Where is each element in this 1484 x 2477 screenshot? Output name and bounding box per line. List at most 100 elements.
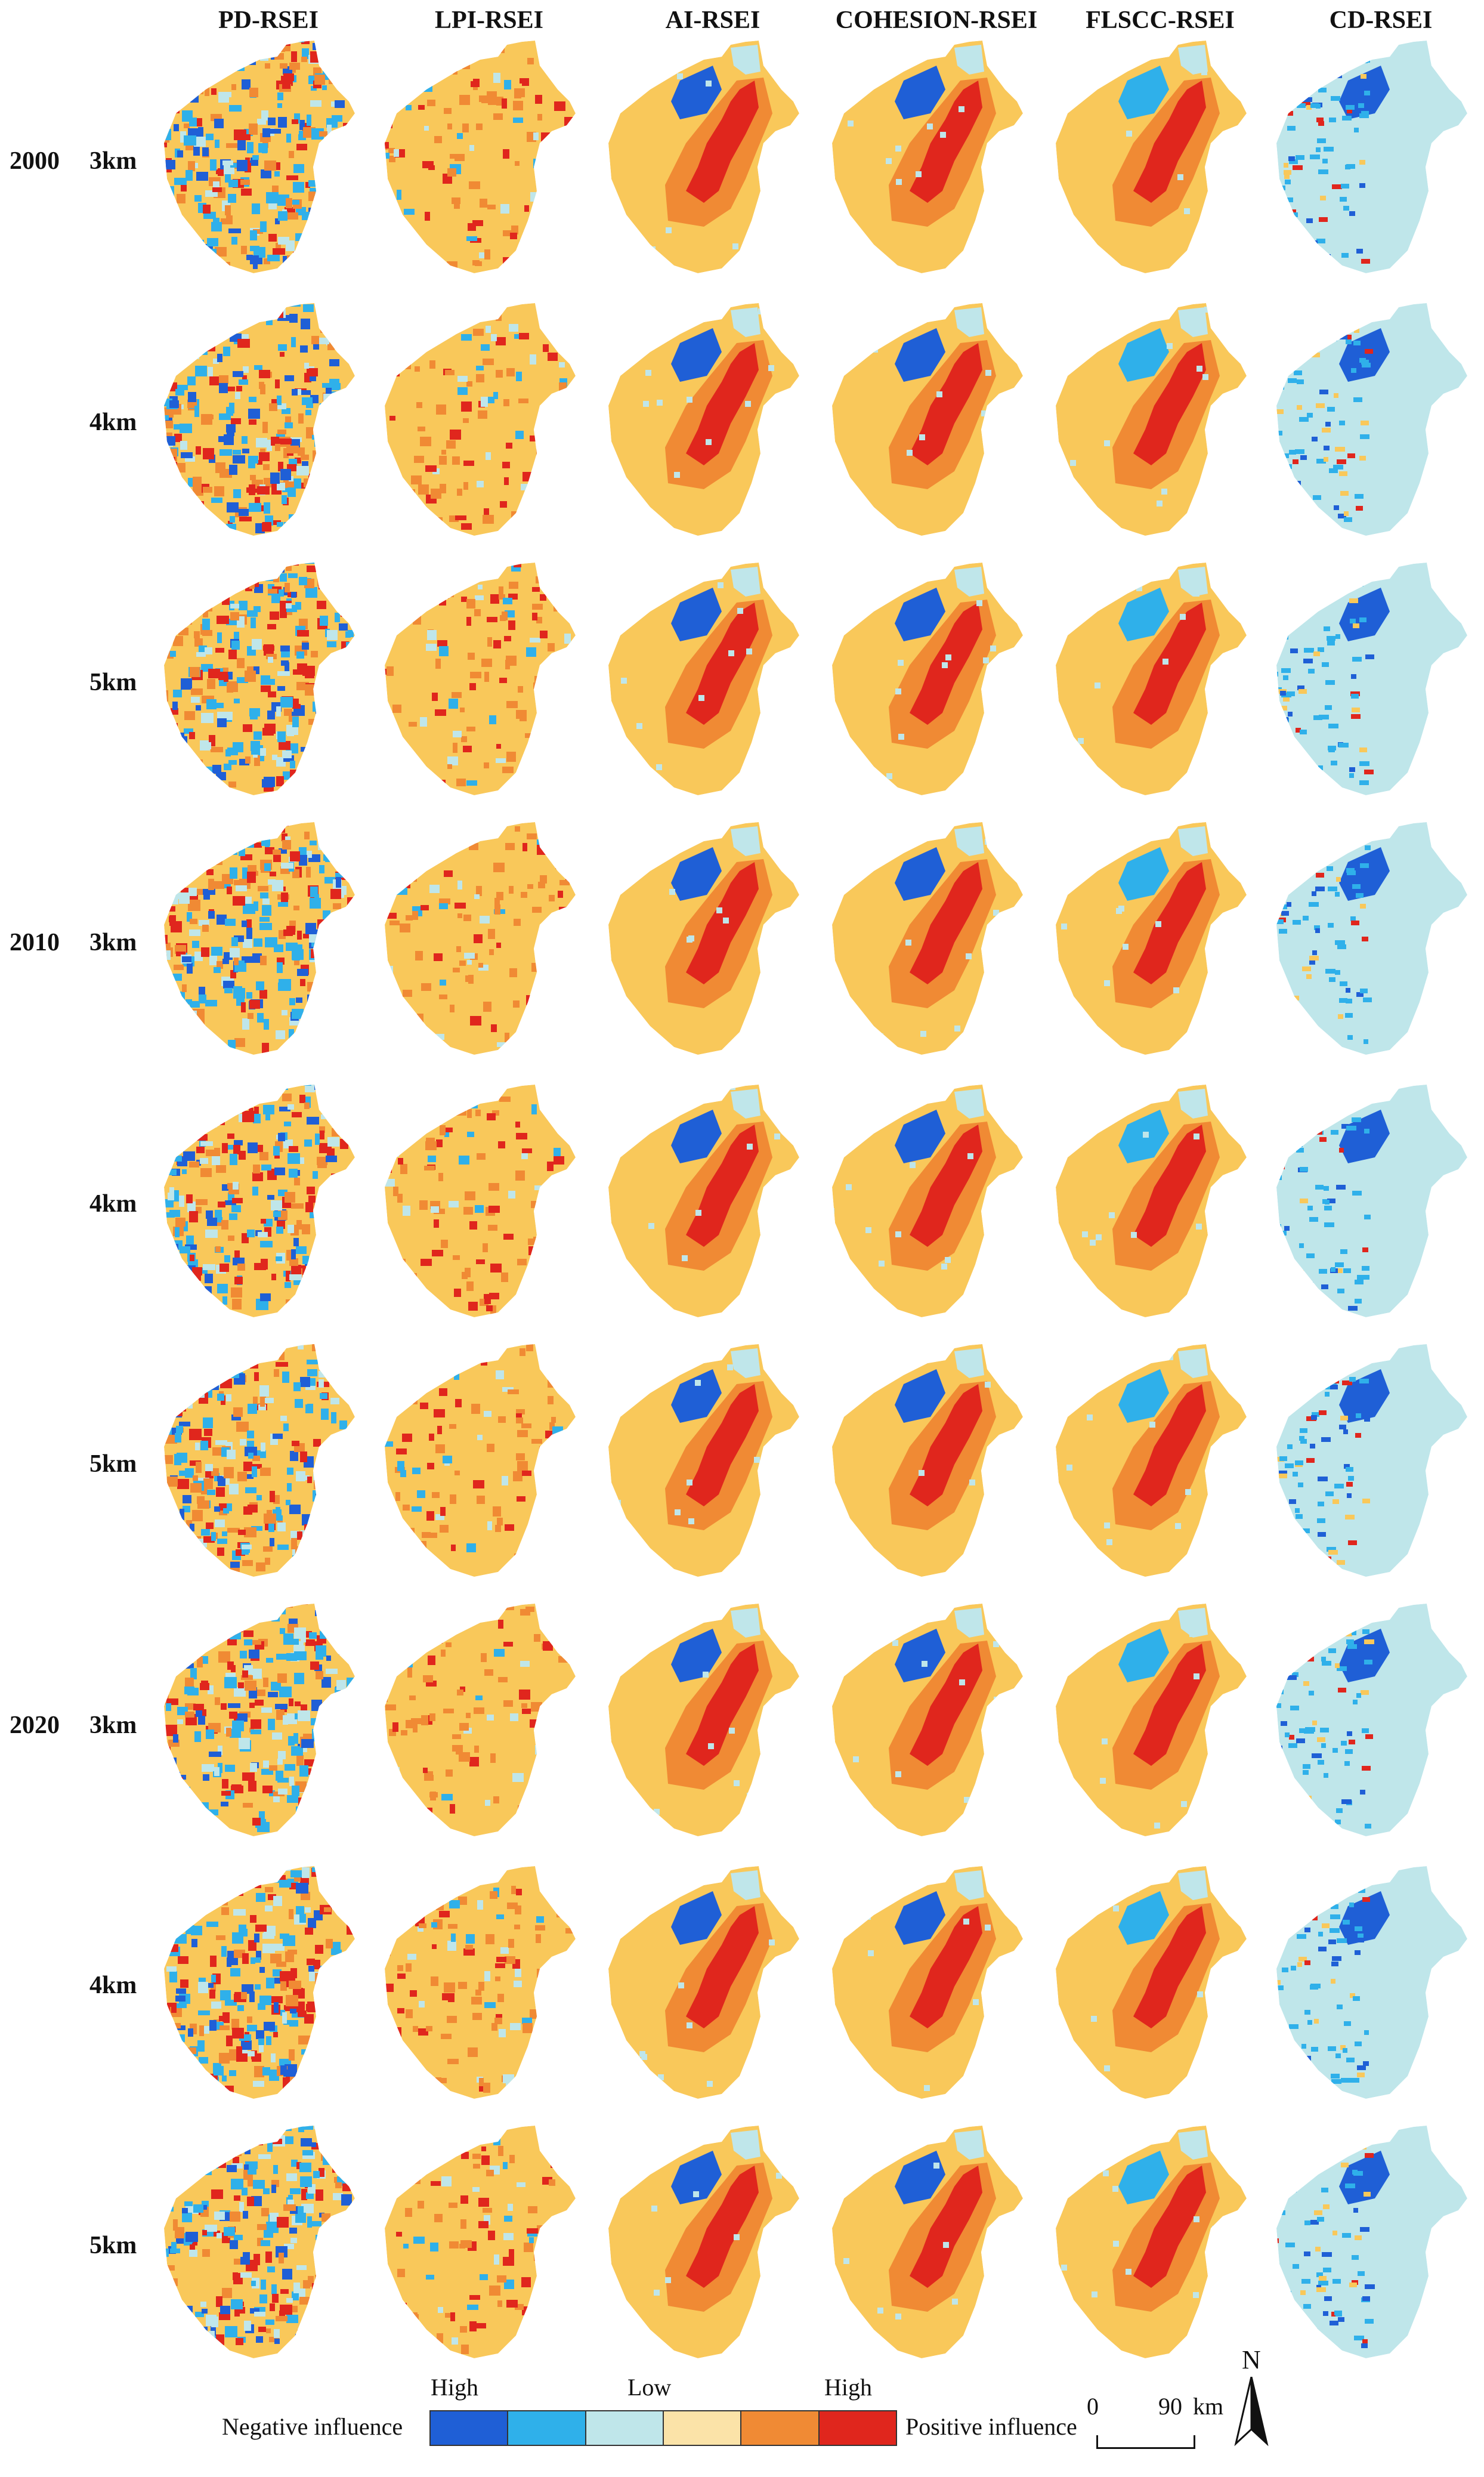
map-pixel	[305, 1907, 311, 1913]
map-pixel	[429, 885, 440, 893]
map-pixel	[1365, 1734, 1373, 1739]
map-pixel	[177, 1565, 190, 1570]
map-pixel	[1354, 128, 1359, 132]
map-pixel	[534, 1791, 539, 1801]
map-pixel	[422, 161, 434, 168]
rsei-map-svg	[1276, 41, 1467, 273]
map-pixel	[316, 2189, 323, 2201]
map-pixel	[326, 1656, 331, 1661]
map-pixel	[203, 1336, 214, 1341]
map-pixel	[457, 489, 462, 496]
map-pixel	[202, 147, 209, 156]
map-pixel	[853, 1756, 859, 1762]
map-pixel	[168, 2057, 177, 2066]
map-pixel	[198, 1289, 209, 1299]
map-pixel	[339, 1370, 345, 1377]
map-pixel	[713, 1868, 719, 1874]
map-pixel	[1339, 1425, 1346, 1429]
map-pixel	[164, 1139, 168, 1150]
map-pixel	[1283, 675, 1288, 680]
rsei-map-svg	[832, 1085, 1023, 1317]
map-pixel	[172, 591, 184, 597]
map-pixel	[1329, 336, 1337, 341]
map-pixel	[305, 1085, 315, 1092]
map-pixel	[343, 1484, 348, 1494]
map-pixel	[411, 475, 422, 484]
map-pixel	[474, 1707, 484, 1714]
scale-label-4km: 4km	[89, 1972, 137, 1999]
map-pixel	[177, 341, 186, 346]
map-pixel	[248, 1453, 253, 1459]
map-pixel	[532, 613, 537, 620]
map-pixel	[969, 1480, 975, 1485]
map-pixel	[240, 1651, 247, 1658]
map-pixel	[261, 822, 268, 829]
map-pixel	[468, 1302, 478, 1311]
map-pixel	[324, 2037, 331, 2043]
map-pixel	[310, 841, 317, 845]
map-pixel	[1059, 621, 1065, 627]
map-pixel	[242, 1953, 249, 1964]
map-pixel	[940, 132, 946, 138]
map-pixel	[310, 898, 321, 909]
map-pixel	[289, 1981, 301, 1989]
map-pixel	[216, 1165, 226, 1173]
map-lpi-row-7	[370, 1587, 590, 1837]
map-pixel	[170, 2249, 180, 2253]
map-pixel	[1289, 1893, 1296, 1898]
map-pixel	[201, 1488, 208, 1494]
map-pixel	[188, 392, 196, 402]
map-pixel	[243, 2252, 250, 2257]
map-pixel	[320, 239, 326, 247]
map-pixel	[1296, 1514, 1303, 1519]
map-pixel	[321, 505, 332, 513]
map-pixel	[322, 246, 328, 257]
map-pixel	[385, 119, 386, 124]
map-pixel	[170, 1358, 183, 1363]
map-pixel	[493, 863, 505, 872]
map-pixel	[304, 1085, 311, 1086]
map-pixel	[502, 98, 507, 109]
map-pixel	[395, 221, 404, 230]
map-pixel	[233, 1604, 244, 1611]
map-pixel	[341, 1001, 347, 1009]
map-pixel	[292, 478, 301, 487]
map-pixel	[185, 1468, 194, 1478]
map-pixel	[495, 1525, 501, 1532]
map-pixel	[341, 472, 346, 483]
map-pixel	[345, 2332, 353, 2339]
map-pixel	[565, 1040, 576, 1051]
map-pixel	[407, 1136, 415, 1142]
map-pixel	[528, 1238, 539, 1245]
map-pixel	[549, 895, 555, 901]
map-pixel	[321, 1975, 332, 1987]
map-pixel	[200, 1683, 209, 1690]
map-pixel	[257, 1013, 264, 1023]
map-pixel	[435, 659, 441, 669]
map-pixel	[164, 1384, 165, 1392]
map-blue-region	[895, 1369, 945, 1423]
map-pixel	[1056, 1642, 1061, 1648]
map-pixel	[515, 161, 520, 166]
map-pixel	[325, 2041, 335, 2047]
map-pixel	[274, 2329, 280, 2338]
map-pixel	[289, 151, 294, 158]
map-pixel	[1154, 1823, 1160, 1829]
map-pixel	[260, 1293, 271, 1301]
map-pixel	[291, 2120, 304, 2125]
map-pixel	[271, 1274, 276, 1280]
map-pixel	[929, 303, 935, 305]
map-pixel	[268, 234, 277, 242]
map-pixel	[1294, 370, 1302, 375]
map-pixel	[316, 707, 326, 714]
rsei-map-svg	[1056, 1866, 1247, 2099]
map-pixel	[1325, 1385, 1331, 1389]
map-pixel	[1327, 407, 1335, 412]
map-pixel	[412, 1589, 421, 1594]
map-pixel	[237, 1101, 249, 1107]
map-pixel	[435, 2077, 441, 2087]
map-pixel	[459, 1604, 468, 1607]
map-pixel	[1334, 829, 1340, 833]
map-pixel	[396, 1784, 407, 1794]
map-pixel	[439, 903, 448, 909]
